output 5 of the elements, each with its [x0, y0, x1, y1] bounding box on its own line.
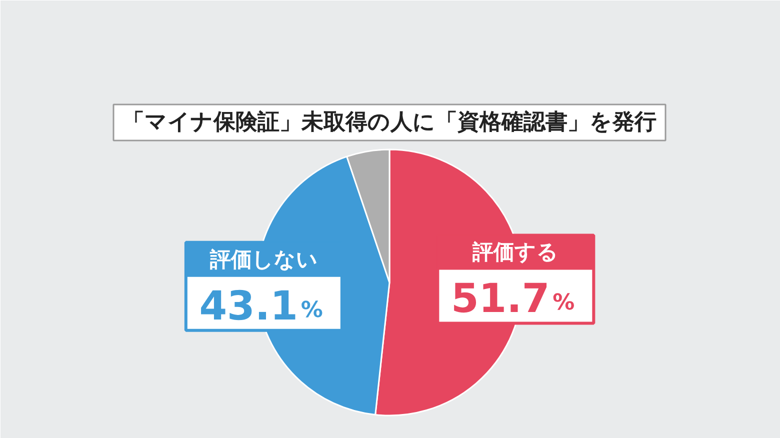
slice-label: 評価する	[472, 240, 559, 264]
slice-label: 評価しない	[208, 247, 318, 272]
data-label: 51.7%	[450, 276, 575, 322]
data-label: 43.1%	[199, 283, 323, 330]
chart-title: 「マイナ保険証」未取得の人に「資格確認書」を発行	[122, 110, 656, 135]
